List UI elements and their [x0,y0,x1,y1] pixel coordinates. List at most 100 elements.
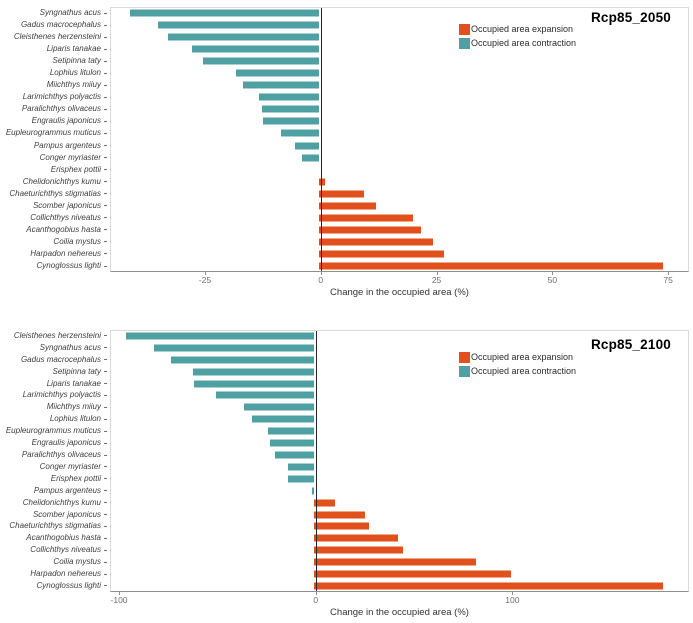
species-label: Cleisthenes herzensteini [13,32,101,42]
species-label: Pampus argenteus [33,485,101,495]
y-tick [104,466,107,468]
contraction-swatch-icon [459,365,470,377]
y-tick [104,36,107,38]
bar-track [107,236,689,248]
expansion-bar [313,546,403,554]
bar-track [107,580,689,592]
contraction-bar [194,380,314,388]
bar-track [107,461,689,473]
chart-row: Cynoglossus lighti [0,260,689,272]
species-label: Gadus macrocephalus [20,20,101,30]
bar-track [107,413,689,425]
contraction-bar [288,463,314,471]
bar-track [107,449,689,461]
chart-row: Lophius litulon [0,413,689,425]
contraction-bar [301,154,319,162]
species-label: Chaeturichthys stigmatias [9,521,101,531]
y-tick [104,537,107,539]
chart-row: Liparis tanakae [0,43,689,55]
y-tick [104,12,107,14]
species-label: Coilia mystus [53,236,101,246]
species-label: Setipinna taty [52,56,101,66]
chart-row: Coilia mystus [0,556,689,568]
y-tick [104,157,107,159]
y-tick [104,169,107,171]
x-tick [436,272,438,275]
x-axis: -100 0 100 [110,592,689,622]
bar-track [107,568,689,580]
contraction-bar [288,475,314,483]
chart-row: Gadus macrocephalus [0,354,689,366]
chart-row: Harpadon nehereus [0,248,689,260]
bar-track [107,103,689,115]
chart-row: Acanthogobius hasta [0,224,689,236]
contraction-bar [168,33,319,41]
legend-entry-expansion: Occupied area expansion [459,22,576,36]
y-tick [104,561,107,563]
rows: Syngnathus acus Gadus macrocephalus Cleist… [0,7,689,272]
y-tick [104,490,107,492]
contraction-bar [170,356,314,364]
contraction-bar [269,439,314,447]
chart-row: Scomber japonicus [0,509,689,521]
contraction-bar [263,117,319,125]
y-tick [104,96,107,98]
y-tick [104,549,107,551]
expansion-bar [313,499,335,507]
chart-row: Conger myriaster [0,461,689,473]
species-label: Cleisthenes herzensteini [13,330,101,340]
expansion-bar [313,511,365,519]
y-tick [104,24,107,26]
x-tick-label: 100 [505,595,520,605]
contraction-bar [251,415,314,423]
contraction-bar [258,93,319,101]
chart-row: Coilia mystus [0,236,689,248]
bar-track [107,127,689,139]
bar-track [107,115,689,127]
x-tick [320,272,322,275]
expansion-swatch-icon [459,351,470,363]
y-tick [104,525,107,527]
expansion-bar [318,190,365,198]
legend: Occupied area expansion Occupied area co… [459,350,576,378]
chart-row: Eupleurogrammus muticus [0,127,689,139]
chart-row: Harpadon nehereus [0,568,689,580]
bar-track [107,401,689,413]
bar-track [107,485,689,497]
y-tick [104,193,107,195]
species-label: Acanthogobius hasta [26,224,101,234]
y-tick [104,585,107,587]
contraction-bar [203,57,319,65]
chart-row: Chaeturichthys stigmatias [0,521,689,533]
bar-track [107,91,689,103]
species-label: Gadus macrocephalus [20,354,101,364]
legend-label: Occupied area expansion [471,23,574,34]
bar-track [107,7,689,19]
bar-track [107,55,689,67]
x-axis-title: Change in the occupied area (%) [330,607,469,618]
species-label: Chelidonichthys kumu [22,176,101,186]
species-label: Paralichthys olivaceus [21,104,101,114]
y-tick [104,265,107,267]
bar-track [107,532,689,544]
expansion-bar [318,226,422,234]
y-tick [104,120,107,122]
bar-track [107,544,689,556]
expansion-bar [313,558,477,566]
x-axis-title: Change in the occupied area (%) [330,287,469,298]
legend-label: Occupied area expansion [471,351,574,362]
chart-row: Collichthys niveatus [0,544,689,556]
bar-track [107,260,689,272]
species-label: Erisphex pottii [50,164,101,174]
chart-row: Lophius litulon [0,67,689,79]
chart-row: Erisphex pottii [0,473,689,485]
species-label: Eupleurogrammus muticus [5,426,101,436]
x-tick-label: -100 [110,595,128,605]
chart-row: Chaeturichthys stigmatias [0,188,689,200]
chart-row: Cleisthenes herzensteini [0,330,689,342]
bar-track [107,390,689,402]
chart-row: Miichthys miiuy [0,79,689,91]
bar-track [107,224,689,236]
species-label: Eupleurogrammus muticus [5,128,101,138]
y-tick [104,406,107,408]
